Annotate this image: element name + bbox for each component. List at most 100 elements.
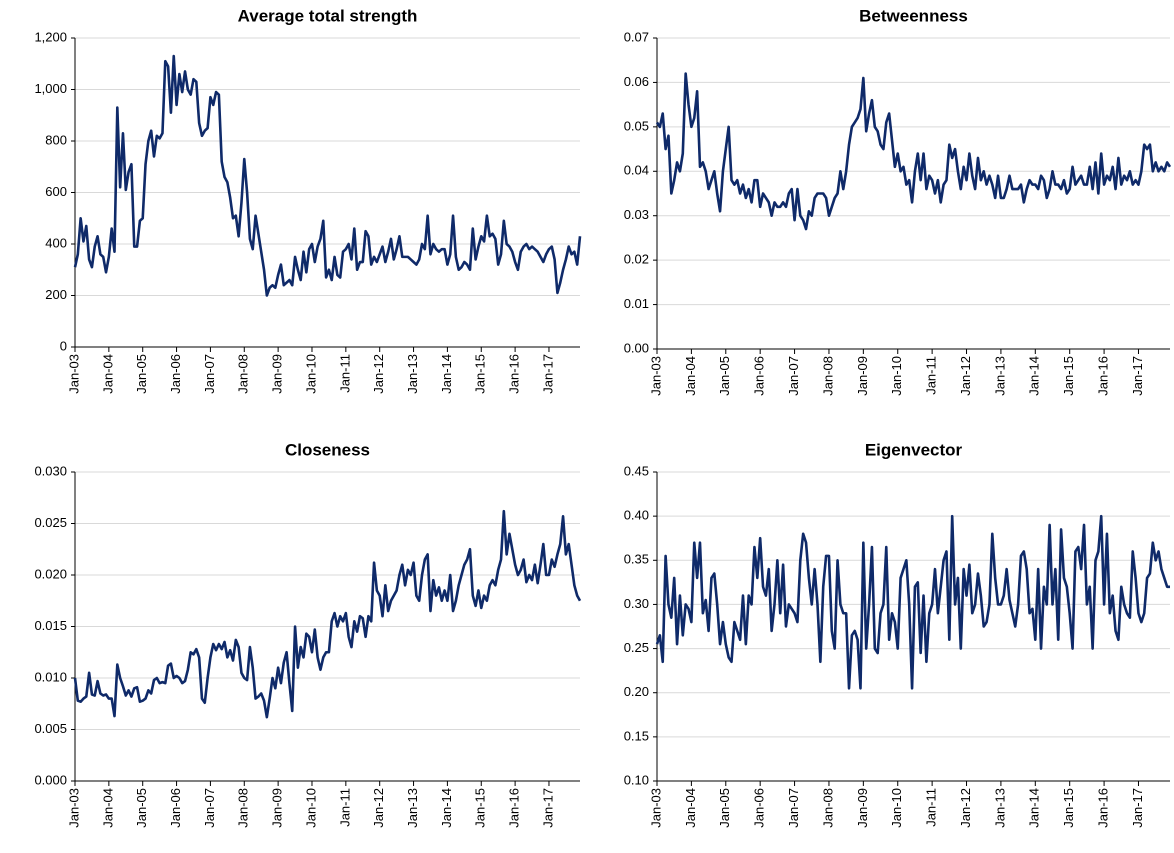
- y-tick-label: 0.40: [624, 508, 649, 523]
- x-tick-label: Jan-15: [1061, 788, 1076, 828]
- x-tick-label: Jan-06: [752, 356, 767, 396]
- y-tick-label: 200: [45, 287, 67, 302]
- y-tick-label: 0.020: [34, 566, 67, 581]
- data-line: [655, 72, 1172, 231]
- x-tick-label: Jan-13: [405, 788, 420, 828]
- x-tick-label: Jan-06: [168, 788, 183, 828]
- x-tick-label: Jan-04: [683, 356, 698, 396]
- x-tick-label: Jan-16: [507, 788, 522, 828]
- x-tick-label: Jan-15: [473, 354, 488, 394]
- x-tick-label: Jan-04: [683, 788, 698, 828]
- x-tick-label: Jan-08: [820, 356, 835, 396]
- x-tick-label: Jan-10: [889, 356, 904, 396]
- data-line: [73, 509, 582, 719]
- x-tick-label: Jan-05: [717, 788, 732, 828]
- x-tick-label: Jan-12: [958, 788, 973, 828]
- y-tick-label: 0.25: [624, 640, 649, 655]
- y-tick-label: 0.20: [624, 684, 649, 699]
- x-tick-label: Jan-06: [168, 354, 183, 394]
- y-tick-label: 800: [45, 132, 67, 147]
- y-tick-label: 0.06: [624, 74, 649, 89]
- y-tick-label: 0.30: [624, 596, 649, 611]
- x-tick-label: Jan-15: [1061, 356, 1076, 396]
- x-tick-label: Jan-11: [337, 788, 352, 827]
- x-tick-label: Jan-07: [786, 356, 801, 396]
- y-tick-label: 0.05: [624, 118, 649, 133]
- y-tick-label: 0.030: [34, 463, 67, 478]
- x-tick-label: Jan-05: [717, 356, 732, 396]
- chart-title: Closeness: [285, 440, 370, 459]
- x-tick-label: Jan-11: [337, 354, 352, 393]
- x-tick-label: Jan-16: [507, 354, 522, 394]
- y-tick-label: 0: [60, 338, 67, 353]
- x-tick-label: Jan-12: [958, 356, 973, 396]
- x-tick-label: Jan-09: [855, 788, 870, 828]
- x-tick-label: Jan-09: [270, 788, 285, 828]
- y-tick-label: 0.02: [624, 252, 649, 267]
- y-tick-label: 0.45: [624, 463, 649, 478]
- y-tick-label: 0.010: [34, 669, 67, 684]
- x-tick-label: Jan-07: [202, 788, 217, 828]
- y-tick-label: 0.04: [624, 163, 649, 178]
- x-tick-label: Jan-16: [1096, 788, 1111, 828]
- x-tick-label: Jan-13: [992, 356, 1007, 396]
- y-tick-label: 0.015: [34, 618, 67, 633]
- x-tick-label: Jan-10: [303, 788, 318, 828]
- y-tick-label: 0.01: [624, 296, 649, 311]
- x-tick-label: Jan-03: [648, 356, 663, 396]
- x-tick-label: Jan-04: [100, 354, 115, 394]
- x-tick-label: Jan-08: [820, 788, 835, 828]
- chart-title: Average total strength: [238, 6, 418, 25]
- x-tick-label: Jan-07: [202, 354, 217, 394]
- x-tick-label: Jan-17: [540, 354, 555, 394]
- x-tick-label: Jan-16: [1096, 356, 1111, 396]
- x-tick-label: Jan-13: [405, 354, 420, 394]
- x-tick-label: Jan-14: [1027, 788, 1042, 828]
- chart-title: Eigenvector: [865, 440, 963, 459]
- x-tick-label: Jan-10: [889, 788, 904, 828]
- y-tick-label: 1,200: [34, 29, 67, 44]
- x-tick-label: Jan-07: [786, 788, 801, 828]
- x-tick-label: Jan-14: [439, 354, 454, 394]
- data-line: [73, 54, 582, 297]
- x-tick-label: Jan-05: [134, 788, 149, 828]
- x-tick-label: Jan-09: [855, 356, 870, 396]
- y-tick-label: 0.005: [34, 721, 67, 736]
- x-tick-label: Jan-09: [270, 354, 285, 394]
- x-tick-label: Jan-03: [66, 354, 81, 394]
- x-tick-label: Jan-17: [1130, 356, 1145, 396]
- x-tick-label: Jan-08: [236, 354, 251, 394]
- y-tick-label: 1,000: [34, 81, 67, 96]
- x-tick-label: Jan-12: [371, 788, 386, 828]
- y-tick-label: 0.03: [624, 207, 649, 222]
- y-tick-label: 0.35: [624, 552, 649, 567]
- chart-title: Betweenness: [859, 6, 968, 25]
- x-tick-label: Jan-04: [100, 788, 115, 828]
- y-tick-label: 0.07: [624, 29, 649, 44]
- y-tick-label: 0.15: [624, 728, 649, 743]
- x-tick-label: Jan-11: [924, 788, 939, 827]
- x-tick-label: Jan-17: [1130, 788, 1145, 828]
- x-tick-label: Jan-17: [540, 788, 555, 828]
- y-tick-label: 400: [45, 235, 67, 250]
- data-line: [655, 514, 1170, 690]
- x-tick-label: Jan-03: [66, 788, 81, 828]
- y-tick-label: 0.10: [624, 772, 649, 787]
- x-tick-label: Jan-05: [134, 354, 149, 394]
- x-tick-label: Jan-10: [303, 354, 318, 394]
- y-tick-label: 0.025: [34, 515, 67, 530]
- x-tick-label: Jan-06: [752, 788, 767, 828]
- x-tick-label: Jan-08: [236, 788, 251, 828]
- x-tick-label: Jan-12: [371, 354, 386, 394]
- y-tick-label: 0.00: [624, 340, 649, 355]
- x-tick-label: Jan-13: [992, 788, 1007, 828]
- x-tick-label: Jan-03: [648, 788, 663, 828]
- x-tick-label: Jan-14: [1027, 356, 1042, 396]
- x-tick-label: Jan-11: [924, 356, 939, 395]
- y-tick-label: 600: [45, 184, 67, 199]
- x-tick-label: Jan-15: [473, 788, 488, 828]
- x-tick-label: Jan-14: [439, 788, 454, 828]
- y-tick-label: 0.000: [34, 772, 67, 787]
